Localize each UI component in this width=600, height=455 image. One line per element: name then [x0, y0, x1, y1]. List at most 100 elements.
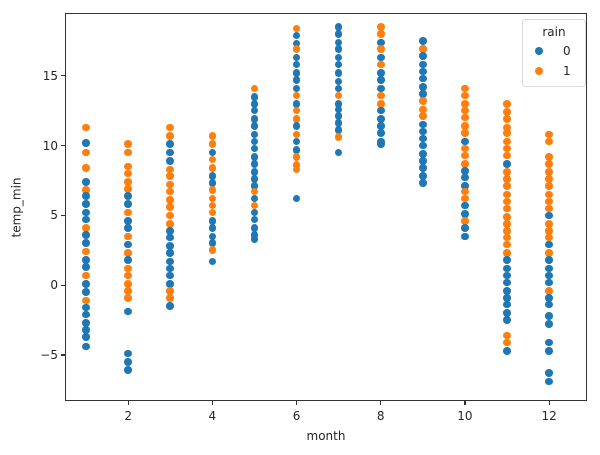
data-point [334, 69, 343, 77]
data-point [461, 106, 469, 115]
data-point [82, 296, 90, 305]
data-point [166, 242, 175, 250]
data-point [250, 215, 259, 224]
data-point [419, 90, 427, 98]
data-point [292, 115, 301, 123]
data-point [208, 179, 217, 188]
data-point [208, 164, 217, 172]
data-point [166, 180, 175, 189]
x-tick-label: 4 [208, 409, 217, 423]
data-point [208, 132, 217, 140]
data-point [545, 249, 553, 257]
data-point [124, 358, 132, 366]
data-point [419, 172, 427, 181]
data-point [292, 137, 301, 146]
data-point [124, 192, 132, 200]
data-point [82, 310, 90, 319]
data-point [292, 69, 301, 77]
data-point [503, 144, 511, 153]
data-point [334, 99, 343, 108]
data-point [419, 105, 427, 114]
data-point [250, 182, 259, 190]
data-point [503, 233, 511, 242]
data-point [82, 148, 90, 157]
data-point [503, 123, 511, 132]
data-point [503, 249, 511, 257]
data-point [461, 224, 469, 232]
data-point [545, 271, 553, 280]
data-point [419, 134, 427, 143]
data-point [376, 140, 385, 148]
data-point [250, 175, 259, 183]
data-point [461, 144, 469, 153]
data-point [461, 187, 469, 196]
data-point [461, 194, 469, 203]
data-point [124, 169, 132, 178]
data-point [545, 175, 553, 183]
data-point [292, 122, 301, 130]
data-point [461, 210, 469, 218]
data-point [208, 208, 217, 217]
data-point [376, 60, 385, 69]
data-point [334, 60, 343, 69]
data-point [82, 164, 90, 172]
data-point [334, 38, 343, 47]
data-point [82, 326, 90, 334]
data-point [419, 127, 427, 136]
data-point [208, 140, 217, 148]
data-point [503, 219, 511, 228]
data-point [376, 30, 385, 38]
data-point [545, 197, 553, 206]
data-point [545, 219, 553, 228]
data-point [82, 288, 90, 296]
data-point [461, 217, 469, 225]
data-point [503, 286, 511, 295]
data-point [419, 67, 427, 76]
data-point [124, 349, 132, 358]
data-point [250, 168, 259, 176]
data-point [334, 119, 343, 128]
data-point [334, 126, 343, 135]
x-tick-label: 2 [124, 409, 132, 423]
y-tick-mark [61, 354, 65, 356]
data-point [461, 201, 469, 210]
data-point [166, 226, 175, 235]
data-point [503, 190, 511, 199]
data-point [545, 211, 553, 220]
data-point [166, 140, 175, 148]
data-point [82, 303, 90, 312]
data-point [292, 165, 301, 174]
data-point [208, 172, 217, 181]
data-point [250, 224, 259, 232]
data-point [292, 106, 301, 115]
data-point [124, 224, 132, 232]
data-point [503, 331, 511, 340]
data-point [334, 30, 343, 38]
data-point [545, 338, 553, 347]
data-point [250, 115, 259, 123]
data-point [376, 115, 385, 123]
data-point [419, 120, 427, 129]
data-point [503, 293, 511, 302]
data-point [82, 271, 90, 280]
data-point [124, 162, 132, 171]
data-point [208, 186, 217, 195]
data-point [124, 293, 132, 302]
data-point [292, 53, 301, 62]
x-tick-mark [127, 401, 129, 405]
data-point [82, 239, 90, 248]
data-point [503, 182, 511, 190]
data-point [166, 257, 175, 266]
data-point [250, 231, 259, 239]
data-point [166, 123, 175, 132]
data-point [82, 178, 90, 186]
data-point [250, 122, 259, 130]
data-point [166, 271, 175, 280]
data-point [461, 137, 469, 146]
data-point [292, 130, 301, 139]
data-point [334, 77, 343, 86]
data-point [461, 173, 469, 182]
data-point [545, 286, 553, 295]
data-point [503, 168, 511, 176]
data-point [503, 137, 511, 146]
